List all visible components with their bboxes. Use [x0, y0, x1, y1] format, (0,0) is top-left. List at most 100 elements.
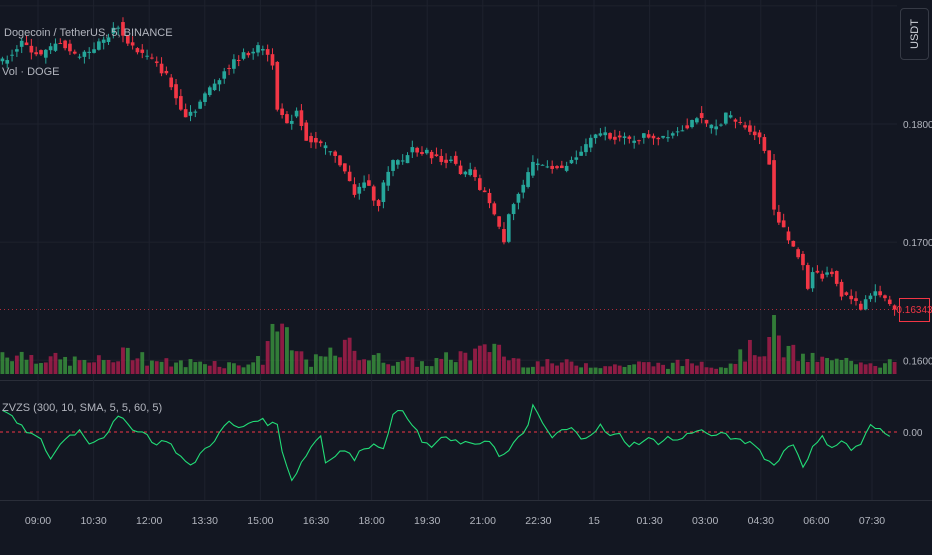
volume-bar: [439, 358, 444, 374]
volume-bar: [651, 366, 656, 374]
candle-body: [97, 41, 101, 50]
candle-body: [810, 272, 815, 289]
candle-body: [58, 43, 63, 45]
candle-body: [34, 52, 39, 55]
candle-body: [502, 229, 506, 243]
candle-body: [569, 159, 574, 164]
candle-body: [887, 299, 892, 305]
volume-bar: [164, 358, 169, 374]
oscillator-legend[interactable]: ZVZS (300, 10, SMA, 5, 5, 60, 5): [2, 402, 163, 414]
candle-body: [116, 27, 120, 29]
volume-bar: [304, 359, 309, 374]
volume-bar: [810, 352, 815, 374]
volume-bar: [641, 362, 646, 374]
volume-bar: [699, 361, 704, 374]
candle-body: [444, 159, 448, 163]
volume-bar: [709, 367, 714, 374]
candle-body: [101, 39, 106, 43]
volume-bar: [487, 352, 492, 374]
candle-body: [227, 67, 231, 69]
volume-bar: [0, 352, 5, 374]
volume-bar: [781, 357, 786, 374]
candle-body: [641, 133, 646, 138]
candle-body: [801, 253, 805, 266]
candle-body: [637, 140, 641, 142]
volume-bar: [236, 365, 241, 374]
volume-bar: [612, 364, 617, 374]
candle-body: [796, 249, 800, 258]
volume-bar: [101, 360, 106, 374]
volume-bar: [405, 356, 410, 374]
volume-bar: [313, 354, 318, 374]
volume-bar: [386, 364, 391, 374]
volume-bar: [400, 360, 405, 374]
candle-body: [728, 115, 733, 118]
volume-bar: [149, 360, 154, 374]
candle-body: [892, 305, 897, 310]
candle-body: [77, 56, 82, 58]
volume-bar: [376, 353, 381, 374]
candle-body: [352, 184, 357, 195]
candle-body: [280, 108, 284, 116]
candle-body: [24, 42, 29, 46]
volume-bar: [448, 359, 453, 374]
candle-body: [82, 51, 87, 57]
candle-body: [791, 240, 796, 247]
candle-body: [690, 119, 694, 128]
volume-bar: [444, 352, 449, 374]
volume-bar: [58, 359, 63, 374]
volume-bar: [342, 339, 347, 374]
volume-bar: [352, 350, 357, 374]
symbol-title[interactable]: Dogecoin / TetherUS, 5, BINANCE: [4, 27, 173, 39]
volume-bar: [477, 345, 482, 374]
candle-body: [733, 119, 738, 122]
volume-bar: [545, 359, 550, 374]
time-tick-label: 01:30: [636, 515, 662, 527]
volume-bar: [579, 367, 584, 374]
candle-body: [458, 165, 463, 175]
volume-bar: [526, 367, 531, 374]
candle-body: [651, 135, 656, 139]
volume-bar: [289, 350, 294, 374]
candle-body: [154, 61, 159, 63]
volume-legend[interactable]: Vol · DOGE: [2, 66, 60, 78]
volume-bar: [791, 344, 796, 374]
candle-body: [772, 160, 776, 210]
volume-bar: [511, 358, 516, 374]
volume-bar: [670, 362, 675, 374]
volume-bar: [323, 356, 328, 374]
volume-bar: [844, 357, 849, 374]
candle-body: [420, 152, 424, 154]
candle-body: [767, 150, 772, 165]
time-tick-label: 03:00: [692, 515, 718, 527]
candle-body: [487, 192, 492, 204]
candle-body: [555, 166, 559, 169]
candle-body: [376, 200, 381, 206]
candle-body: [723, 112, 728, 124]
candle-body: [174, 84, 178, 99]
candle-body: [362, 182, 366, 188]
candle-body: [564, 165, 569, 171]
currency-label: USDT: [908, 19, 921, 49]
volume-bar: [260, 364, 265, 374]
volume-bar: [675, 359, 680, 374]
candle-body: [844, 292, 849, 295]
volume-bar: [801, 353, 805, 374]
volume-bar: [733, 363, 738, 374]
candle-body: [449, 159, 453, 161]
currency-button[interactable]: USDT: [900, 8, 929, 60]
candle-body: [559, 165, 564, 169]
volume-bar: [285, 327, 289, 374]
volume-bar: [854, 364, 858, 374]
candle-body: [125, 35, 130, 44]
candle-body: [193, 111, 198, 113]
candle-body: [482, 190, 487, 193]
volume-bar: [772, 315, 776, 374]
candle-body: [323, 145, 328, 149]
candle-body: [478, 178, 482, 190]
volume-bar: [463, 352, 468, 374]
candle-body: [19, 40, 24, 47]
